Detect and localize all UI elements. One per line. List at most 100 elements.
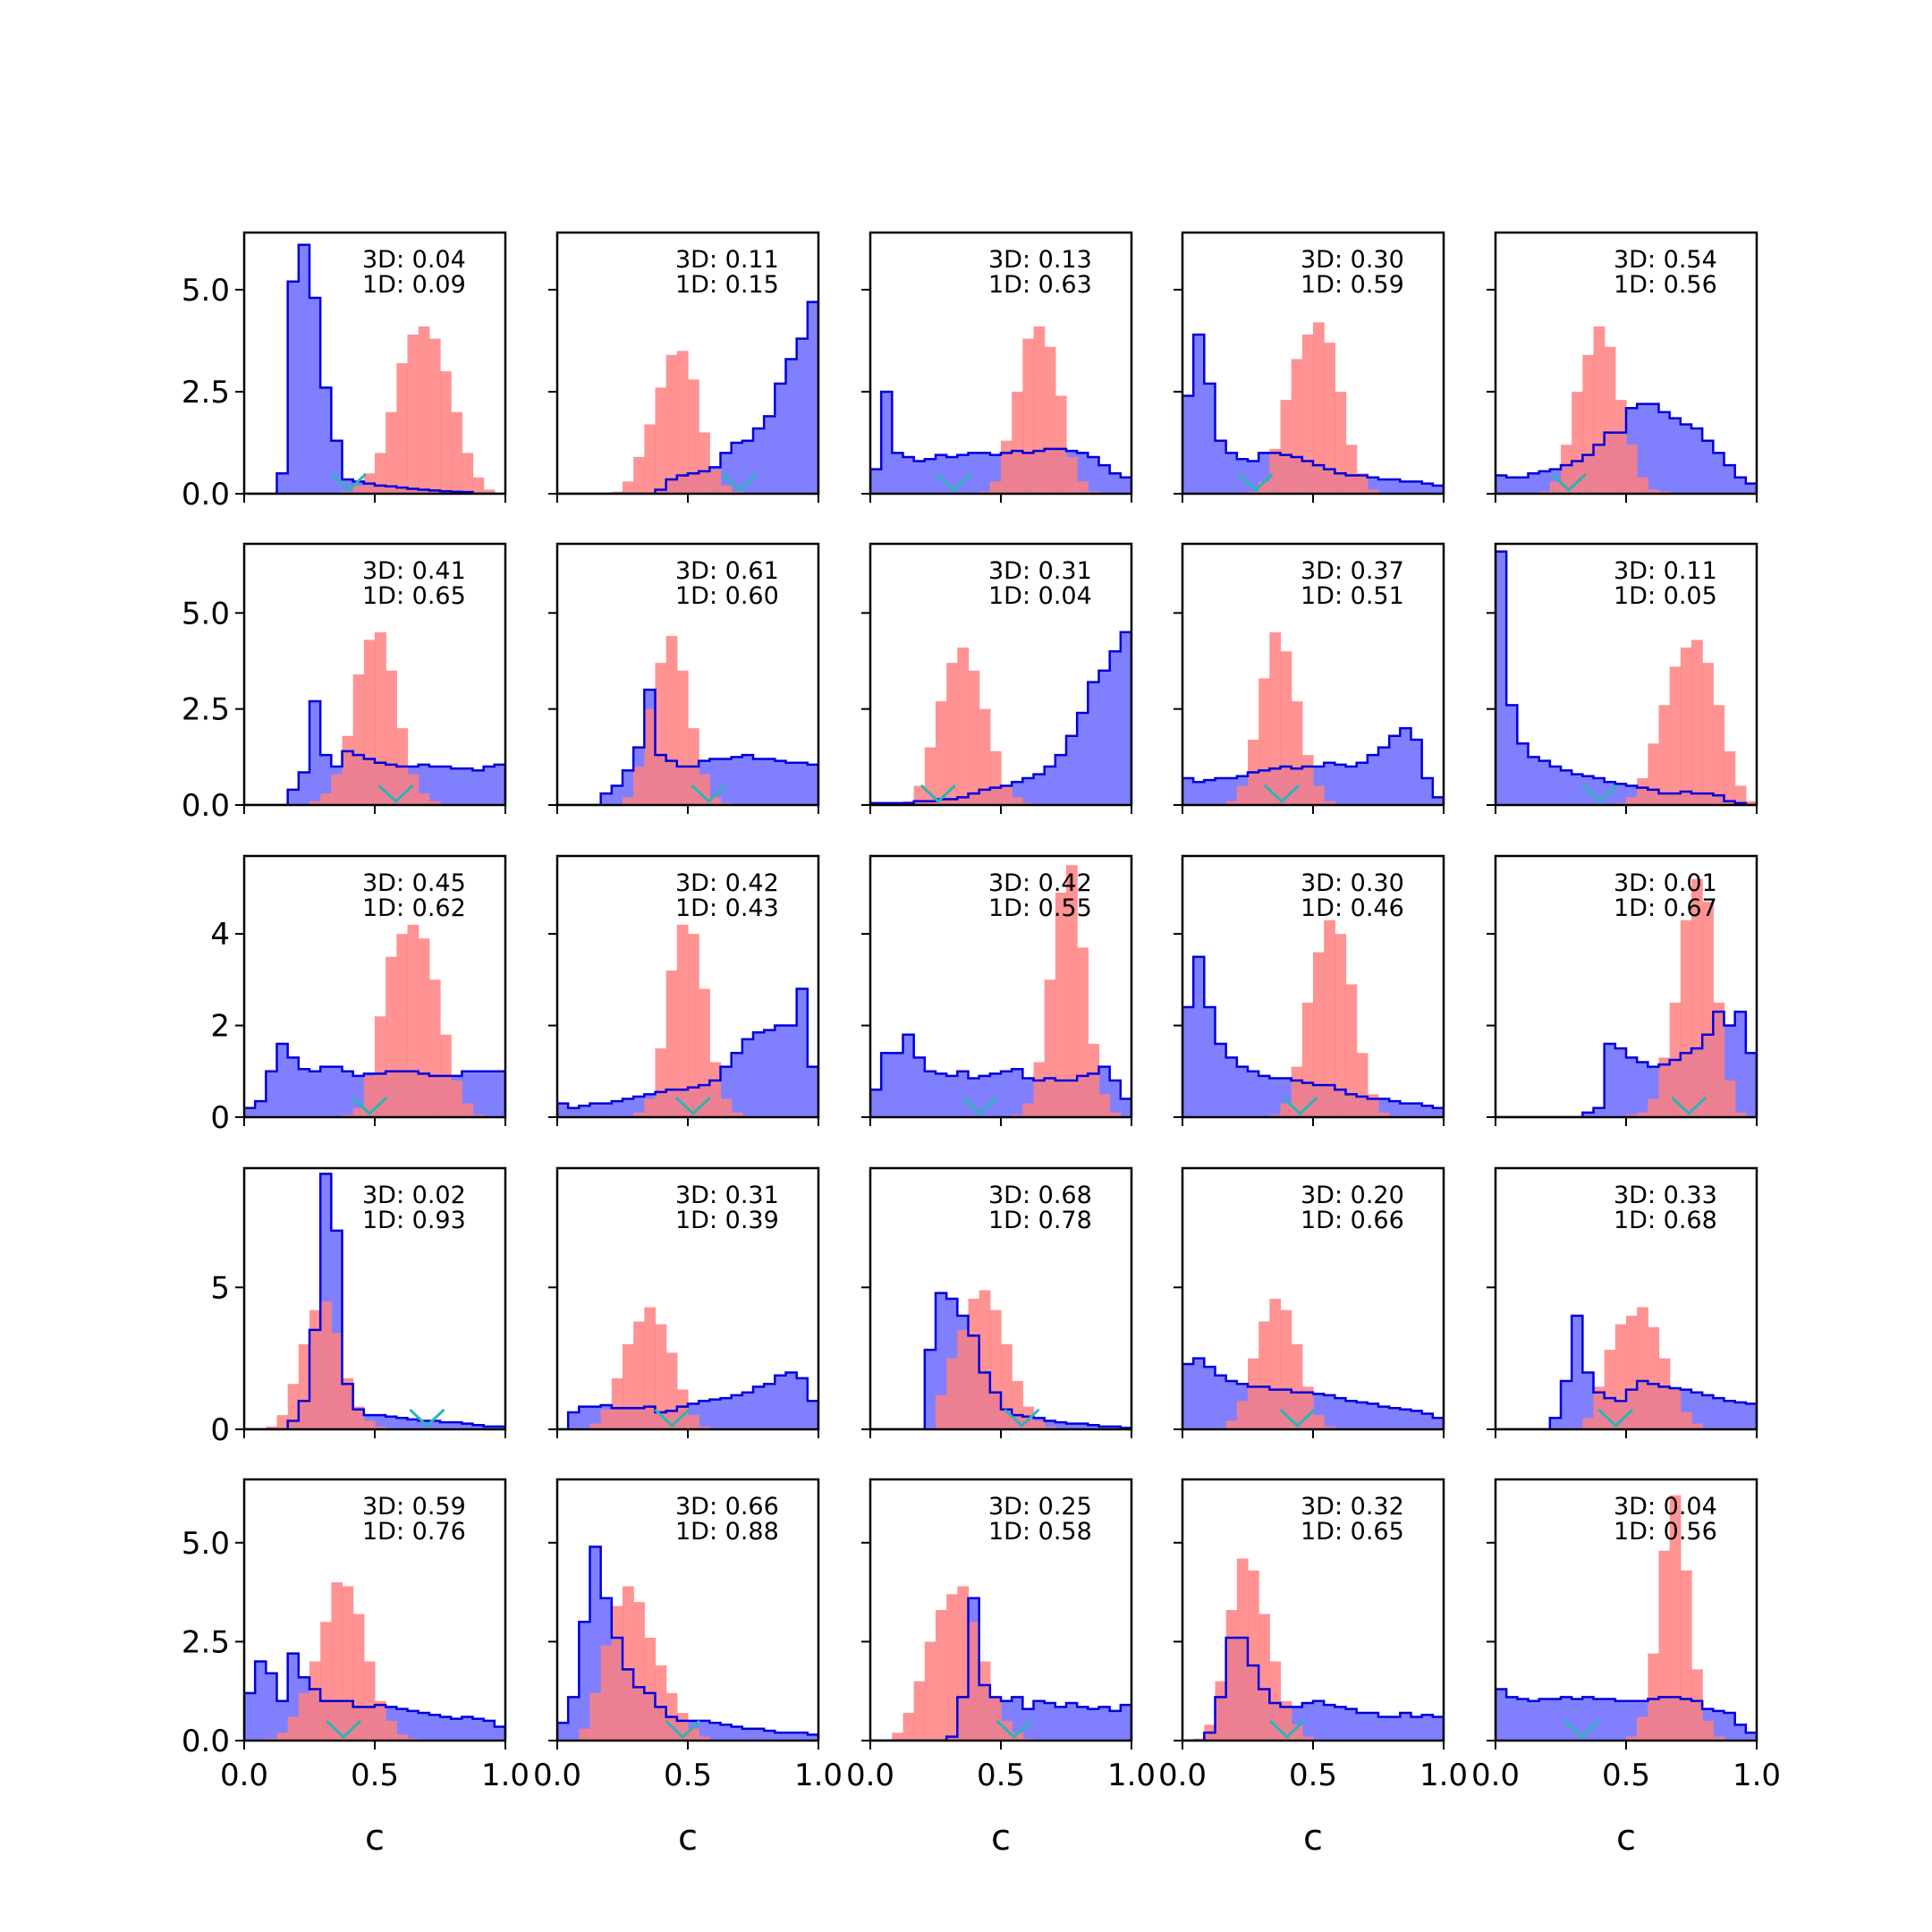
red-hist-bar [1680,919,1692,1117]
annotation-1d: 1D: 0.67 [1614,894,1717,922]
blue-hist-bar [579,1406,591,1429]
blue-hist-bar [309,1071,321,1117]
plot-area [870,1290,1131,1429]
blue-hist-bar [807,1066,818,1117]
blue-hist-bar [1225,1381,1238,1429]
blue-hist-bar [1549,767,1562,805]
blue-hist-bar [407,1710,419,1741]
blue-hist-bar [1614,1048,1627,1117]
blue-hist-bar [1432,485,1444,494]
x-tick-label: 0.5 [1289,1758,1337,1793]
red-hist-bar [655,387,667,494]
red-hist-bar [892,1733,904,1741]
blue-hist-bar [320,1066,332,1117]
x-tick-label: 0.5 [664,1758,712,1793]
blue-hist-bar [1204,780,1216,805]
plot-area [557,1545,818,1741]
x-tick-label: 0.0 [1471,1758,1520,1793]
red-hist-bar [1012,1114,1023,1117]
blue-hist-outline [557,1545,818,1741]
x-axis-label: c [678,1818,698,1859]
red-hist-bar [589,1692,602,1741]
red-hist-bar [1055,892,1067,1117]
x-axis-label: c [365,1818,385,1859]
blue-hist-bar [309,298,321,494]
blue-hist-bar [472,1425,485,1429]
red-hist-bar [1236,1558,1249,1741]
red-hist-bar [440,371,452,494]
blue-hist-bar [1335,1398,1347,1429]
red-hist-bar [1044,346,1056,494]
red-hist-bar [579,1728,591,1741]
blue-hist-bar [1572,1316,1583,1429]
blue-hist-bar [741,1038,754,1117]
blue-hist-bar [1432,1418,1444,1429]
blue-hist-bar [1269,1078,1282,1117]
annotation-3d: 3D: 0.04 [362,246,466,274]
annotation-1d: 1D: 0.51 [1301,582,1404,610]
blue-hist-bar [1378,747,1390,805]
red-hist-bar [1658,705,1671,805]
red-hist-bar [462,453,474,494]
y-tick-label: 5 [210,1270,230,1306]
red-hist-bar [1001,785,1013,805]
blue-hist-bar [709,1399,722,1429]
annotation-3d: 3D: 0.31 [988,557,1092,585]
red-hist-bar [1001,1343,1013,1429]
annotation-3d: 3D: 0.25 [988,1493,1092,1521]
blue-hist-outline [244,1173,505,1429]
blue-hist-bar [1193,335,1205,494]
red-hist-bar [352,485,365,494]
blue-hist-bar [968,453,980,494]
red-hist-bar [1626,797,1638,805]
blue-hist-bar [807,1401,818,1429]
blue-hist-bar [1345,1401,1358,1429]
blue-hist-bar [1215,777,1227,805]
blue-hist-bar [331,440,343,494]
red-hist-bar [1702,1720,1714,1741]
red-hist-bar [1001,440,1013,494]
annotation-1d: 1D: 0.65 [1301,1518,1404,1546]
blue-hist-bar [1356,762,1368,805]
red-hist-bar [331,1582,343,1741]
red-hist-bar [342,1586,354,1741]
blue-hist-bar [418,1420,430,1429]
red-hist-bar [1269,448,1282,494]
blue-hist-bar [1506,705,1518,805]
blue-hist-bar [1745,1403,1757,1429]
red-hist-bar [1648,1653,1660,1741]
blue-hist-bar [1012,1069,1023,1117]
blue-hist-bar [1098,1707,1111,1741]
red-hist-bar [342,1377,354,1429]
plot-area [1182,1558,1444,1741]
blue-hist-bar [1301,1702,1314,1741]
blue-hist-bar [1745,1733,1757,1741]
red-hist-bar [699,774,710,805]
red-hist-bar [342,1114,354,1117]
red-hist-bar [1280,1700,1292,1741]
blue-hist-bar [881,1053,893,1117]
annotation-1d: 1D: 0.39 [675,1207,779,1234]
blue-hist-bar [1378,1406,1390,1429]
x-axis-label: c [1303,1818,1323,1859]
blue-hist-bar [1033,774,1046,805]
red-hist-bar [1248,1570,1259,1741]
blue-hist-bar [623,1098,634,1117]
blue-hist-bar [1120,477,1131,494]
blue-hist-bar [1734,1012,1747,1117]
annotation-1d: 1D: 0.43 [675,894,779,922]
blue-hist-bar [796,762,809,805]
blue-hist-bar [266,1071,278,1117]
blue-hist-bar [1215,440,1227,494]
y-tick-label: 0.0 [182,477,230,513]
red-hist-bar [600,1645,613,1741]
annotation-3d: 3D: 0.04 [1614,1493,1717,1521]
red-hist-bar [309,801,321,805]
annotation-3d: 3D: 0.68 [988,1182,1092,1209]
blue-hist-outline [1496,1688,1757,1741]
v-marker [1282,1096,1318,1116]
red-hist-bar [968,670,980,805]
